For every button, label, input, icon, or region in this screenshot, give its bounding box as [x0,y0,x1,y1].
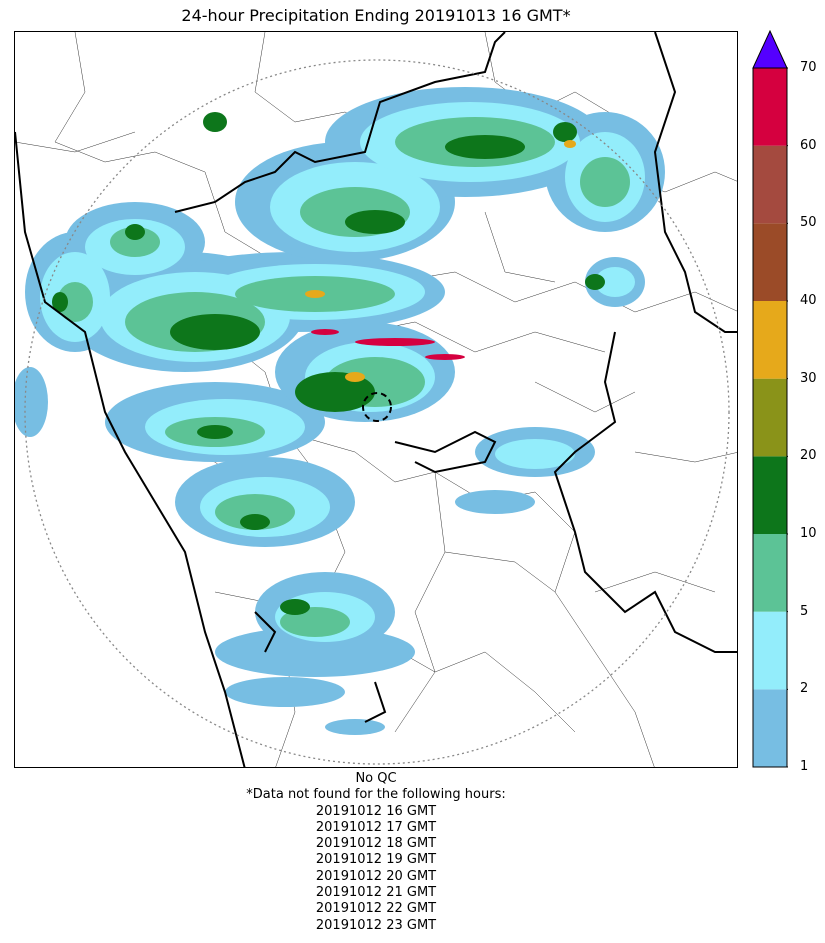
colorbar-tick-label: 5 [800,603,809,619]
colorbar-segment [753,689,787,767]
colorbar-tick-label: 2 [800,681,809,697]
colorbar-segment [753,378,787,457]
precip-intense [311,329,465,360]
colorbar-tick-label: 10 [800,526,817,541]
missing-hour: 20191012 19 GMT [315,852,437,868]
colorbar-segment [753,456,787,534]
radar-map [14,31,738,768]
radar-site-marker [362,392,392,422]
colorbar-segment [753,223,787,301]
colorbar-segment [753,145,787,224]
colorbar-tick-label: 20 [800,448,817,464]
map-canvas [15,32,737,767]
colorbar-tick-label: 30 [800,370,817,386]
missing-hour: 20191012 21 GMT [315,885,437,901]
colorbar-tick-label: 70 [800,60,817,75]
colorbar-tick-label: 40 [800,293,817,308]
missing-hour: 20191012 23 GMT [315,917,437,933]
colorbar-segment [753,68,787,146]
colorbar-segment [753,301,787,379]
colorbar-tick-label: 50 [800,215,817,231]
missing-hour: 20191012 20 GMT [315,868,437,884]
colorbar-tick-label: 60 [800,137,817,153]
missing-hour: 20191012 22 GMT [315,901,437,917]
missing-hour: 20191012 18 GMT [315,836,437,852]
range-ring [24,59,730,765]
missing-hour: 20191012 16 GMT [315,803,437,819]
qc-status: No QC [355,771,397,786]
colorbar-tick-label: 1 [800,759,809,774]
precip-heavy [305,140,576,382]
colorbar-frame [752,67,788,768]
colorbar-segment [753,611,787,690]
missing-data-note: *Data not found for the following hours: [246,787,506,803]
footer-notes: No QC *Data not found for the following … [14,771,738,934]
colorbar-segment [753,534,787,612]
missing-hour: 20191012 17 GMT [315,819,437,835]
precip-colorbar [752,30,788,768]
state-borders [15,32,737,767]
colorbar-over-arrow [752,30,788,69]
map-title: 24-hour Precipitation Ending 20191013 16… [181,6,571,25]
